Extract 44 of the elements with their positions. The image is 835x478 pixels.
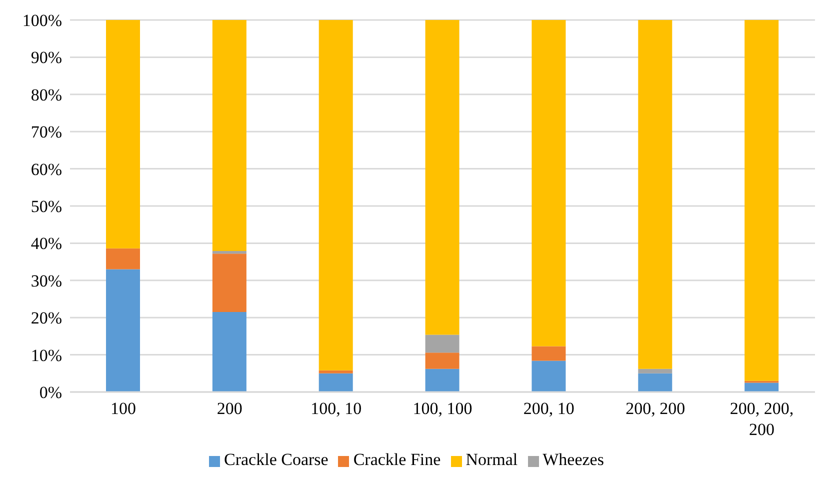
y-tick-label: 90% [30,48,62,68]
bar [425,20,460,335]
bar [212,312,246,392]
bar [212,254,246,312]
y-tick-label: 100% [22,11,62,30]
legend-label: Crackle Fine [353,450,441,469]
x-tick-label: 100, 100 [412,399,472,418]
bar [212,20,246,252]
legend-label: Wheezes [542,450,604,469]
bar [106,20,140,248]
x-tick-label: 200, 200 [626,399,686,418]
y-tick-label: 0% [39,383,62,402]
bar [212,251,246,254]
x-tick-label: 100, 10 [310,399,362,418]
bar [638,373,672,392]
bar [106,269,140,392]
x-tick-label: 200 [216,399,242,418]
y-tick-label: 60% [30,160,62,179]
y-tick-label: 50% [30,197,62,216]
x-tick-label: 200, 200, 200 [730,399,794,439]
bar [318,373,353,392]
x-tick-label: 200, 10 [523,399,574,418]
bar [532,346,566,361]
bar [425,352,460,369]
bar [638,20,672,369]
bar [318,370,353,374]
y-tick-label: 80% [30,85,62,104]
y-tick-label: 10% [30,346,62,365]
bar [425,368,460,392]
bar [532,360,566,392]
y-tick-label: 20% [30,308,62,328]
x-tick-label: 100 [110,399,136,418]
bar [106,248,140,270]
bar [318,20,353,370]
y-tick-label: 70% [30,122,62,142]
legend-label: Normal [466,450,518,469]
y-tick-label: 30% [30,271,62,290]
bar [638,368,672,374]
bar [532,20,566,346]
y-tick-label: 40% [30,234,62,254]
bar [744,382,779,392]
bar [744,20,779,381]
legend-label: Crackle Coarse [224,450,328,469]
bar [425,334,460,353]
